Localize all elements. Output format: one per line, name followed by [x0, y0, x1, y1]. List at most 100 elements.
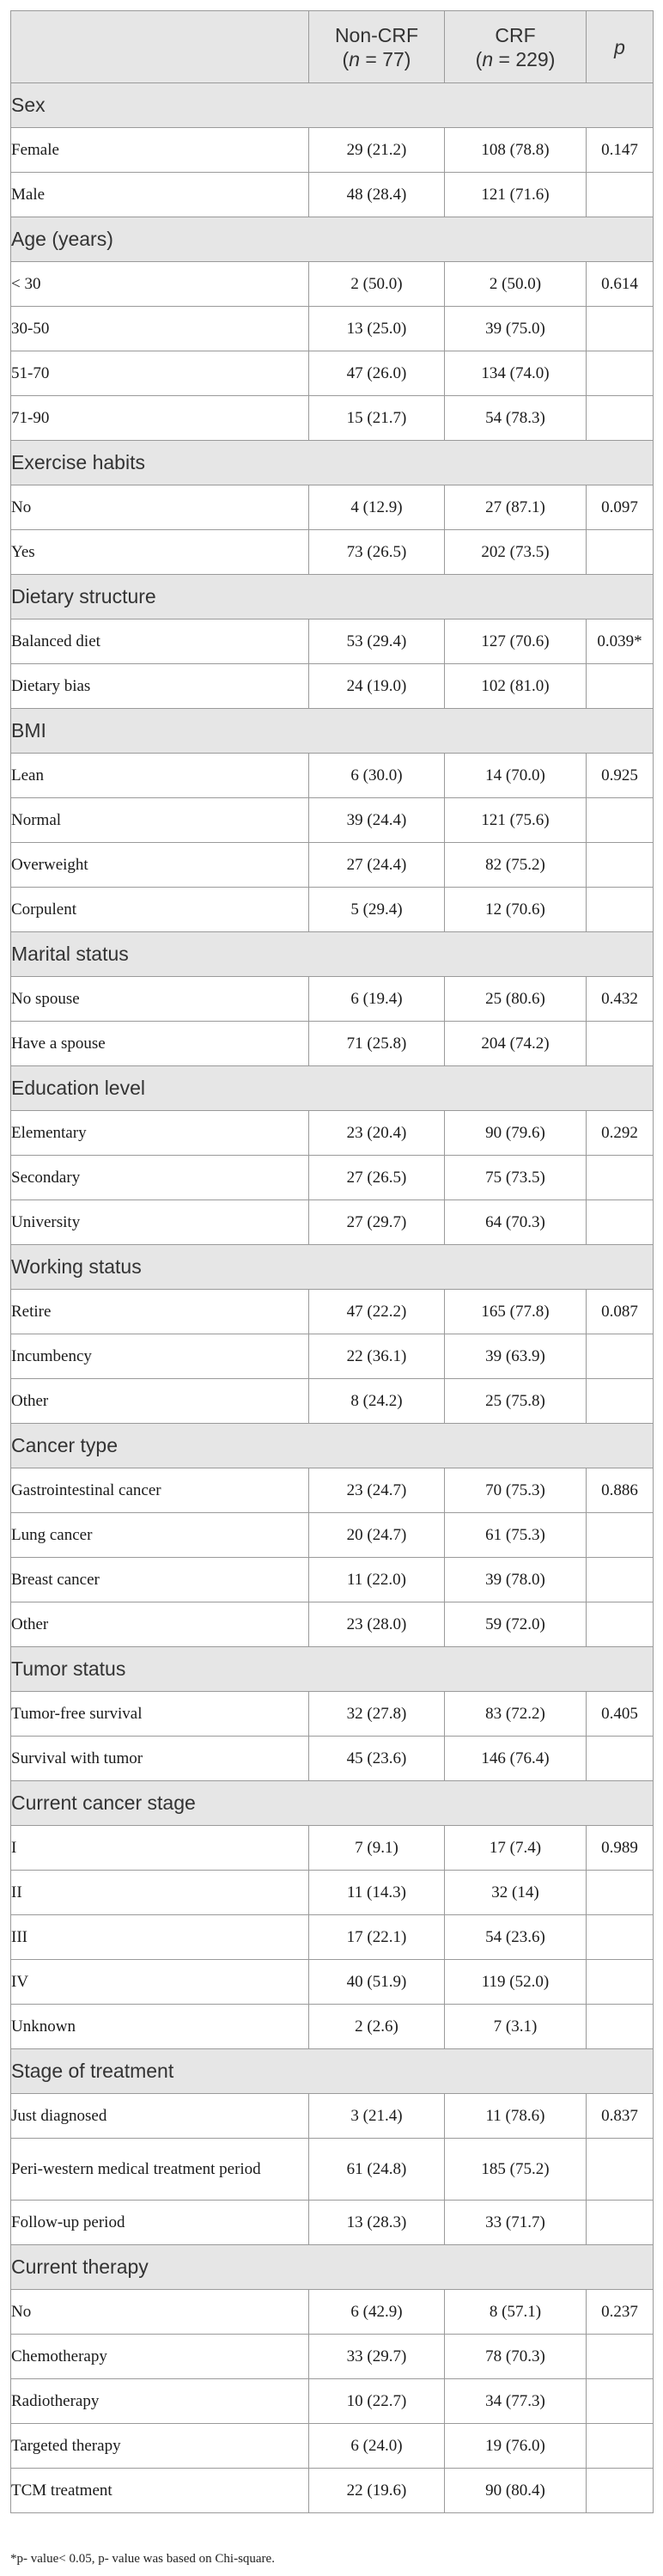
row-label: Peri-western medical treatment period [10, 2138, 309, 2201]
table-row: III 17 (22.1) 54 (23.6) [10, 1914, 654, 1960]
p-value-cell: 0.432 [586, 976, 654, 1022]
row-label: Secondary [10, 1155, 309, 1200]
noncrf-cell: 4 (12.9) [308, 485, 445, 530]
noncrf-cell: 33 (29.7) [308, 2334, 445, 2379]
p-value-cell [586, 887, 654, 932]
crf-cell: 11 (78.6) [444, 2093, 587, 2139]
table-row: Radiotherapy 10 (22.7) 34 (77.3) [10, 2378, 654, 2424]
noncrf-cell: 39 (24.4) [308, 797, 445, 843]
table-row: II 11 (14.3) 32 (14) [10, 1870, 654, 1915]
section-row: Tumor status [10, 1646, 654, 1692]
p-value-cell [586, 1155, 654, 1200]
table-body: Sex Female 29 (21.2) 108 (78.8) 0.147 Male 48 … [10, 82, 654, 2513]
crf-cell: 185 (75.2) [444, 2138, 587, 2201]
crf-cell: 27 (87.1) [444, 485, 587, 530]
noncrf-cell: 47 (22.2) [308, 1289, 445, 1334]
noncrf-cell: 5 (29.4) [308, 887, 445, 932]
crf-cell: 59 (72.0) [444, 1602, 587, 1647]
table-row: Balanced diet 53 (29.4) 127 (70.6) 0.039* [10, 619, 654, 664]
crf-cell: 8 (57.1) [444, 2289, 587, 2335]
row-label: No spouse [10, 976, 309, 1022]
crf-cell: 32 (14) [444, 1870, 587, 1915]
p-value-cell: 0.147 [586, 127, 654, 173]
row-label: University [10, 1199, 309, 1245]
crf-cell: 64 (70.3) [444, 1199, 587, 1245]
section-title: Marital status [10, 931, 654, 977]
crf-cell: 7 (3.1) [444, 2004, 587, 2049]
p-value-cell [586, 2200, 654, 2245]
crf-cell: 39 (75.0) [444, 306, 587, 351]
header-noncrf-label: Non-CRF [334, 23, 419, 46]
section-title: Sex [10, 82, 654, 128]
noncrf-cell: 27 (24.4) [308, 842, 445, 888]
table-row: Just diagnosed 3 (21.4) 11 (78.6) 0.837 [10, 2093, 654, 2139]
p-value-cell [586, 1602, 654, 1647]
p-value-cell: 0.886 [586, 1468, 654, 1513]
noncrf-cell: 32 (27.8) [308, 1691, 445, 1737]
section-title: Current therapy [10, 2244, 654, 2290]
p-value-cell [586, 1959, 654, 2005]
p-value-cell: 0.292 [586, 1110, 654, 1156]
crf-cell: 121 (71.6) [444, 172, 587, 217]
noncrf-cell: 2 (50.0) [308, 261, 445, 307]
row-label: 30-50 [10, 306, 309, 351]
row-label: Yes [10, 529, 309, 575]
noncrf-cell: 6 (24.0) [308, 2423, 445, 2469]
row-label: Radiotherapy [10, 2378, 309, 2424]
crf-cell: 33 (71.7) [444, 2200, 587, 2245]
section-title: BMI [10, 708, 654, 754]
table-row: No 4 (12.9) 27 (87.1) 0.097 [10, 485, 654, 530]
p-value-cell [586, 172, 654, 217]
p-value-cell [586, 2138, 654, 2201]
table-row: Have a spouse 71 (25.8) 204 (74.2) [10, 1021, 654, 1066]
table-row: Male 48 (28.4) 121 (71.6) [10, 172, 654, 217]
noncrf-cell: 61 (24.8) [308, 2138, 445, 2201]
section-title: Current cancer stage [10, 1780, 654, 1826]
header-crf-n-open: ( [475, 47, 483, 70]
p-value-cell [586, 1378, 654, 1424]
header-empty-cell [10, 10, 309, 83]
crf-cell: 108 (78.8) [444, 127, 587, 173]
section-title: Working status [10, 1244, 654, 1290]
noncrf-cell: 11 (14.3) [308, 1870, 445, 1915]
table-row: Tumor-free survival 32 (27.8) 83 (72.2) 0.4… [10, 1691, 654, 1737]
header-p-label: p [614, 35, 625, 58]
table-row: No spouse 6 (19.4) 25 (80.6) 0.432 [10, 976, 654, 1022]
row-label: Female [10, 127, 309, 173]
table-row: Normal 39 (24.4) 121 (75.6) [10, 797, 654, 843]
row-label: Male [10, 172, 309, 217]
noncrf-cell: 23 (20.4) [308, 1110, 445, 1156]
row-label: Lung cancer [10, 1512, 309, 1558]
noncrf-cell: 15 (21.7) [308, 395, 445, 441]
noncrf-cell: 8 (24.2) [308, 1378, 445, 1424]
p-value-cell [586, 351, 654, 396]
crf-cell: 127 (70.6) [444, 619, 587, 664]
section-title: Exercise habits [10, 440, 654, 485]
header-crf-label: CRF [495, 23, 536, 46]
row-label: I [10, 1825, 309, 1871]
crf-cell: 54 (78.3) [444, 395, 587, 441]
section-row: Stage of treatment [10, 2048, 654, 2094]
noncrf-cell: 7 (9.1) [308, 1825, 445, 1871]
p-value-cell: 0.237 [586, 2289, 654, 2335]
table-row: Follow-up period 13 (28.3) 33 (71.7) [10, 2200, 654, 2245]
crf-cell: 82 (75.2) [444, 842, 587, 888]
p-value-cell [586, 1199, 654, 1245]
table-row: 71-90 15 (21.7) 54 (78.3) [10, 395, 654, 441]
crf-cell: 17 (7.4) [444, 1825, 587, 1871]
noncrf-cell: 23 (28.0) [308, 1602, 445, 1647]
table-row: Elementary 23 (20.4) 90 (79.6) 0.292 [10, 1110, 654, 1156]
noncrf-cell: 40 (51.9) [308, 1959, 445, 2005]
noncrf-cell: 13 (25.0) [308, 306, 445, 351]
section-title: Stage of treatment [10, 2048, 654, 2094]
crf-cell: 119 (52.0) [444, 1959, 587, 2005]
footnote: *p- value< 0.05, p- value was based on C… [10, 2552, 275, 2566]
crf-cell: 39 (63.9) [444, 1334, 587, 1379]
table-row: Breast cancer 11 (22.0) 39 (78.0) [10, 1557, 654, 1602]
row-label: IV [10, 1959, 309, 2005]
row-label: 51-70 [10, 351, 309, 396]
crf-cell: 2 (50.0) [444, 261, 587, 307]
crf-cell: 14 (70.0) [444, 753, 587, 798]
header-noncrf-n-value: = 77) [360, 47, 411, 70]
row-label: Incumbency [10, 1334, 309, 1379]
